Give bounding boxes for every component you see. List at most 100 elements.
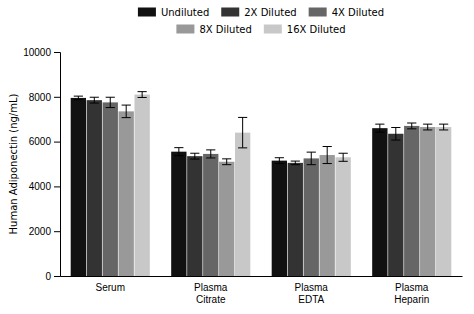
legend-label: 16X Diluted	[287, 24, 346, 35]
chart: 0 2000 4000 6000 8000 10000 Serum PlasmaCitrate…	[0, 0, 474, 314]
error-bar	[291, 161, 300, 165]
error-bar	[74, 96, 83, 100]
y-axis-title: Human Adiponectin (ng/mL)	[8, 93, 19, 234]
y-tick-mark	[54, 231, 60, 232]
y-tick: 2000	[29, 226, 60, 237]
bar	[272, 161, 287, 276]
error-bar	[423, 124, 432, 130]
bar	[219, 162, 234, 276]
error-bar-line	[238, 117, 247, 147]
y-tick-label: 0	[45, 271, 51, 282]
error-bar	[206, 150, 215, 158]
error-bar	[391, 127, 400, 140]
legend-item: 2X Diluted	[221, 7, 296, 18]
x-tick-label: PlasmaCitrate	[194, 282, 228, 305]
x-tick: PlasmaEDTA	[295, 282, 329, 305]
bar	[288, 163, 303, 276]
error-bar	[238, 117, 247, 147]
bar	[134, 95, 149, 276]
x-tick: PlasmaHeparin	[394, 282, 429, 305]
error-bar	[122, 105, 131, 118]
legend-swatch	[176, 25, 194, 34]
bar	[420, 127, 435, 276]
y-tick-label: 4000	[29, 181, 52, 192]
bar	[171, 152, 186, 276]
error-bar-line	[439, 124, 448, 130]
y-tick-mark	[54, 186, 60, 187]
bar	[71, 98, 86, 276]
error-bar-line	[206, 150, 215, 158]
bar	[304, 158, 319, 276]
legend-row: 8X Diluted 16X Diluted	[176, 24, 345, 35]
error-bar	[323, 147, 332, 164]
error-bar-line	[423, 124, 432, 130]
series	[87, 97, 404, 276]
legend-swatch	[138, 8, 156, 17]
legend-item: 16X Diluted	[264, 24, 346, 35]
series	[71, 96, 388, 276]
legend-swatch	[264, 25, 282, 34]
legend: Undiluted 2X Diluted 4X Diluted 8X Diluted 1…	[138, 7, 384, 35]
bar	[187, 156, 202, 276]
error-bar-line	[307, 152, 316, 165]
bar	[335, 157, 350, 276]
error-bar	[106, 97, 115, 107]
error-bar	[275, 158, 284, 164]
error-bar-line	[391, 127, 400, 140]
legend-label: Undiluted	[161, 7, 209, 18]
x-tick-label: PlasmaHeparin	[394, 282, 429, 305]
y-tick-mark	[54, 97, 60, 98]
error-bar-line	[174, 148, 183, 156]
bar	[119, 111, 134, 276]
x-tick-label: Serum	[96, 282, 125, 293]
y-tick-label: 10000	[23, 47, 51, 58]
y-tick-label: 6000	[29, 136, 52, 147]
y-tick: 0	[45, 271, 60, 282]
legend-label: 2X Diluted	[244, 7, 296, 18]
x-tick: PlasmaCitrate	[194, 282, 228, 305]
y-tick: 10000	[23, 47, 60, 58]
legend-item: 8X Diluted	[176, 24, 251, 35]
error-bar	[138, 92, 147, 98]
bar	[103, 102, 118, 276]
y-tick: 4000	[29, 181, 60, 192]
y-tick-label: 8000	[29, 92, 52, 103]
error-bar	[339, 153, 348, 161]
x-axis: Serum PlasmaCitrate PlasmaEDTA PlasmaHepari…	[61, 277, 463, 305]
legend-label: 8X Diluted	[199, 24, 251, 35]
y-axis: 0 2000 4000 6000 8000 10000	[23, 47, 60, 282]
bar	[235, 133, 250, 276]
error-bar-line	[407, 123, 416, 129]
error-bar-line	[122, 105, 131, 118]
legend-item: 4X Diluted	[309, 7, 384, 18]
error-bar	[375, 124, 384, 132]
error-bar	[222, 159, 231, 165]
y-tick: 8000	[29, 92, 60, 103]
bars	[71, 92, 452, 276]
y-axis-line	[54, 53, 61, 277]
legend-row: Undiluted 2X Diluted 4X Diluted	[138, 7, 384, 18]
error-bar	[190, 153, 199, 159]
bar	[372, 128, 387, 276]
error-bar-line	[339, 153, 348, 161]
series	[103, 97, 420, 276]
error-bar-line	[106, 97, 115, 107]
bar	[388, 134, 403, 276]
bar	[436, 127, 451, 276]
legend-swatch	[309, 8, 327, 17]
error-bar	[407, 123, 416, 129]
bar	[320, 155, 335, 276]
error-bar-line	[190, 153, 199, 159]
legend-swatch	[221, 8, 239, 17]
legend-item: Undiluted	[138, 7, 209, 18]
error-bar	[439, 124, 448, 130]
error-bar-line	[291, 161, 300, 165]
error-bar-line	[74, 96, 83, 100]
x-axis-line	[61, 276, 463, 277]
x-tick-label: PlasmaEDTA	[295, 282, 329, 305]
y-tick: 6000	[29, 136, 60, 147]
error-bar-line	[275, 158, 284, 164]
error-bar-line	[90, 97, 99, 103]
error-bar	[90, 97, 99, 103]
y-tick-label: 2000	[29, 226, 52, 237]
